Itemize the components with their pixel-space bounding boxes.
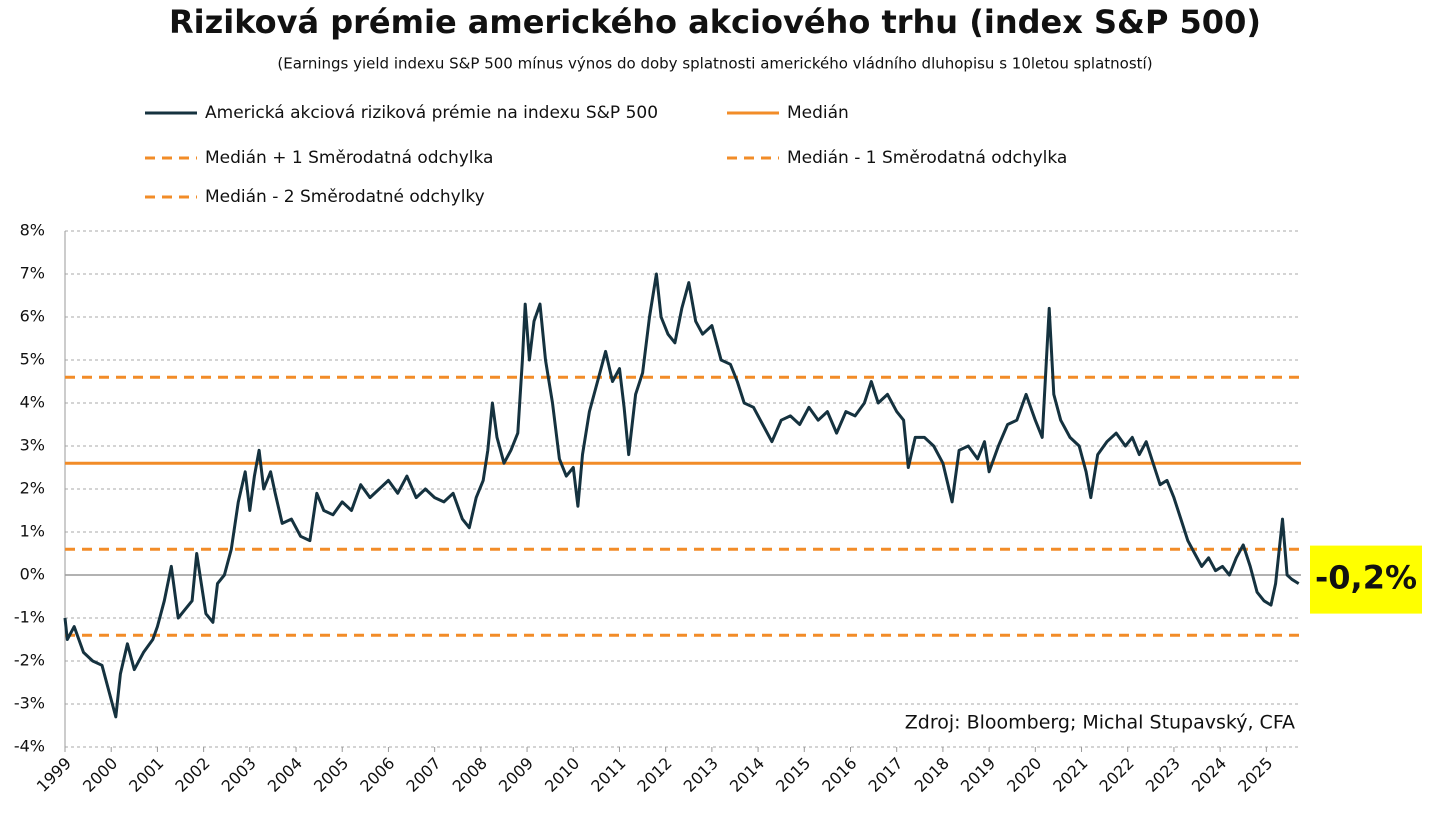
y-tick-label: 4% bbox=[20, 393, 45, 412]
legend-label: Medián - 2 Směrodatné odchylky bbox=[205, 187, 485, 207]
x-tick-label: 2016 bbox=[818, 754, 860, 796]
x-tick-label: 2009 bbox=[495, 754, 537, 796]
chart-title: Riziková prémie amerického akciového trh… bbox=[169, 3, 1261, 41]
x-tick-label: 2014 bbox=[726, 754, 768, 796]
x-tick-label: 2003 bbox=[218, 754, 260, 796]
x-tick-label: 2004 bbox=[264, 754, 306, 796]
y-tick-label: 6% bbox=[20, 307, 45, 326]
x-tick-label: 2011 bbox=[587, 754, 629, 796]
y-tick-label: 7% bbox=[20, 264, 45, 283]
x-tick-label: 2007 bbox=[402, 754, 444, 796]
y-tick-label: 2% bbox=[20, 479, 45, 498]
y-tick-label: 0% bbox=[20, 565, 45, 584]
x-tick-label: 2013 bbox=[680, 754, 722, 796]
y-tick-label: -3% bbox=[14, 694, 45, 713]
x-tick-label: 2022 bbox=[1096, 754, 1138, 796]
x-tick-label: 2008 bbox=[449, 754, 491, 796]
x-tick-label: 2023 bbox=[1142, 754, 1184, 796]
x-tick-label: 2024 bbox=[1188, 754, 1230, 796]
x-tick-label: 2021 bbox=[1049, 754, 1091, 796]
legend-label: Medián bbox=[787, 103, 849, 123]
legend-label: Medián + 1 Směrodatná odchylka bbox=[205, 148, 493, 168]
x-tick-label: 2006 bbox=[356, 754, 398, 796]
y-tick-label: 1% bbox=[20, 522, 45, 541]
y-tick-label: 8% bbox=[20, 221, 45, 240]
y-tick-label: -4% bbox=[14, 737, 45, 756]
x-tick-label: 2025 bbox=[1234, 754, 1276, 796]
annotation-box bbox=[1310, 545, 1422, 614]
legend-label: Medián - 1 Směrodatná odchylka bbox=[787, 148, 1067, 168]
x-tick-label: 1999 bbox=[33, 754, 75, 796]
annotation: -0,2% bbox=[1315, 559, 1417, 597]
x-tick-label: 2001 bbox=[125, 754, 167, 796]
x-tick-label: 2000 bbox=[79, 754, 121, 796]
y-tick-label: 5% bbox=[20, 350, 45, 369]
x-tick-label: 2019 bbox=[957, 754, 999, 796]
source: Zdroj: Bloomberg; Michal Stupavský, CFA bbox=[905, 712, 1295, 734]
chart-subtitle: (Earnings yield indexu S&P 500 mínus výn… bbox=[277, 55, 1152, 73]
y-tick-label: -2% bbox=[14, 651, 45, 670]
y-tick-label: 3% bbox=[20, 436, 45, 455]
x-tick-label: 2015 bbox=[772, 754, 814, 796]
x-tick-label: 2020 bbox=[1003, 754, 1045, 796]
x-tick-label: 2005 bbox=[310, 754, 352, 796]
x-tick-label: 2012 bbox=[633, 754, 675, 796]
legend-label: Americká akciová riziková prémie na inde… bbox=[205, 103, 658, 123]
y-tick-label: -1% bbox=[14, 608, 45, 627]
x-tick-label: 2002 bbox=[171, 754, 213, 796]
x-tick-label: 2010 bbox=[541, 754, 583, 796]
data-line bbox=[63, 272, 1300, 719]
x-tick-label: 2017 bbox=[864, 754, 906, 796]
x-tick-label: 2018 bbox=[911, 754, 953, 796]
